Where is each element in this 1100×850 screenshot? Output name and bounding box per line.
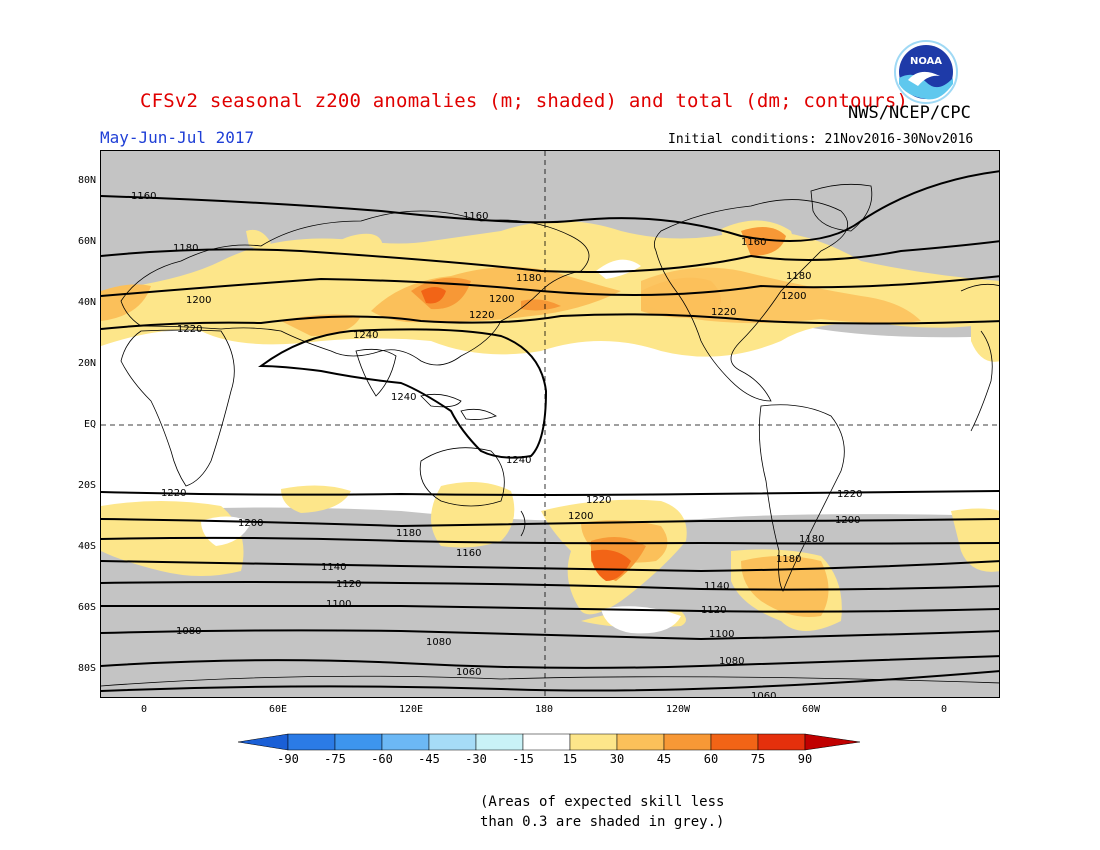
lat-label-80n: 80N: [77, 175, 96, 186]
colorbar-cell: [522, 733, 571, 751]
colorbar-label: -75: [324, 752, 346, 766]
contour-label: 1220: [837, 489, 862, 500]
skill-note: (Areas of expected skill less than 0.3 a…: [480, 792, 724, 832]
contour-label: 1160: [463, 211, 488, 222]
agency-label: NWS/NCEP/CPC: [848, 103, 971, 123]
lon-label-120e: 120E: [398, 704, 424, 715]
colorbar-label: 60: [703, 752, 719, 766]
map-title: CFSv2 seasonal z200 anomalies (m; shaded…: [140, 90, 909, 112]
initial-conditions: Initial conditions: 21Nov2016-30Nov2016: [668, 132, 974, 147]
contour-label: 1200: [186, 295, 211, 306]
lat-label-40n: 40N: [77, 297, 96, 308]
colorbar-cell: [475, 733, 524, 751]
lon-label-60e: 60E: [268, 704, 288, 715]
contour-label: 1160: [131, 191, 156, 202]
colorbar-cell: [616, 733, 665, 751]
contour-label: 1120: [336, 579, 361, 590]
lon-label-120w: 120W: [665, 704, 691, 715]
colorbar-label: -45: [418, 752, 440, 766]
colorbar-cell: [428, 733, 477, 751]
lat-label-80s: 80S: [77, 663, 96, 674]
lat-label-60s: 60S: [77, 602, 96, 613]
lat-label-40s: 40S: [77, 541, 96, 552]
contour-label: 1120: [701, 605, 726, 616]
contour-label: 1180: [776, 554, 801, 565]
lon-label-60w: 60W: [801, 704, 821, 715]
lat-label-20n: 20N: [77, 358, 96, 369]
contour-label: 1240: [391, 392, 416, 403]
contour-label: 1220: [711, 307, 736, 318]
noaa-logo-text: NOAA: [910, 56, 942, 67]
colorbar-cell: [381, 733, 430, 751]
lon-label-180: 180: [534, 704, 554, 715]
contour-label: 1080: [426, 637, 451, 648]
contour-label: 1180: [799, 534, 824, 545]
lat-label-eq: EQ: [83, 419, 96, 430]
lon-label-0-east: 0: [940, 704, 948, 715]
forecast-period: May-Jun-Jul 2017: [100, 128, 255, 147]
lon-label-0: 0: [140, 704, 148, 715]
colorbar-cell: [663, 733, 712, 751]
contour-label: 1180: [786, 271, 811, 282]
contour-label: 1180: [173, 243, 198, 254]
colorbar-label: -60: [371, 752, 393, 766]
colorbar-label: 75: [750, 752, 766, 766]
colorbar-label: -90: [277, 752, 299, 766]
contour-label: 1140: [321, 562, 346, 573]
contour-label: 1160: [741, 237, 766, 248]
contour-label: 1160: [456, 548, 481, 559]
contour-label: 1220: [469, 310, 494, 321]
contour-labels: 1160 1160 1160 1180 1180 1180 1200 1200 …: [131, 191, 862, 698]
lat-label-60n: 60N: [77, 236, 96, 247]
contour-label: 1240: [353, 330, 378, 341]
skill-note-line2: than 0.3 are shaded in grey.): [480, 814, 725, 830]
contour-label: 1240: [506, 455, 531, 466]
contour-label: 1200: [238, 518, 263, 529]
colorbar-cell: [710, 733, 759, 751]
contour-label: 1220: [161, 488, 186, 499]
contour-label: 1080: [719, 656, 744, 667]
noaa-logo: NOAA: [894, 40, 958, 104]
contour-label: 1200: [568, 511, 593, 522]
contour-label: 1140: [704, 581, 729, 592]
contour-label: 1080: [176, 626, 201, 637]
contour-label: 1200: [835, 515, 860, 526]
colorbar-cell: [238, 733, 289, 751]
contour-label: 1060: [751, 691, 776, 698]
contour-label: 1220: [586, 495, 611, 506]
height-contours: [101, 170, 999, 692]
map-frame: 1160 1160 1160 1180 1180 1180 1200 1200 …: [100, 150, 1000, 698]
contour-label: 1100: [709, 629, 734, 640]
colorbar-cell: [804, 733, 861, 751]
contour-label: 1100: [326, 599, 351, 610]
colorbar-label: -30: [465, 752, 487, 766]
contour-label: 1180: [516, 273, 541, 284]
colorbar-label: 15: [562, 752, 578, 766]
contour-label: 1200: [489, 294, 514, 305]
colorbar: [238, 733, 861, 751]
lat-label-20s: 20S: [77, 480, 96, 491]
map-canvas: 1160 1160 1160 1180 1180 1180 1200 1200 …: [101, 151, 999, 698]
colorbar-label: 90: [797, 752, 813, 766]
colorbar-cell: [569, 733, 618, 751]
colorbar-cell: [287, 733, 336, 751]
colorbar-cell: [334, 733, 383, 751]
skill-note-line1: (Areas of expected skill less: [480, 794, 725, 810]
colorbar-cell: [757, 733, 806, 751]
contour-label: 1180: [396, 528, 421, 539]
coastlines: [101, 183, 999, 687]
colorbar-label: 45: [656, 752, 672, 766]
colorbar-label: -15: [512, 752, 534, 766]
colorbar-label: 30: [609, 752, 625, 766]
contour-label: 1200: [781, 291, 806, 302]
contour-label: 1220: [177, 324, 202, 335]
contour-label: 1060: [456, 667, 481, 678]
